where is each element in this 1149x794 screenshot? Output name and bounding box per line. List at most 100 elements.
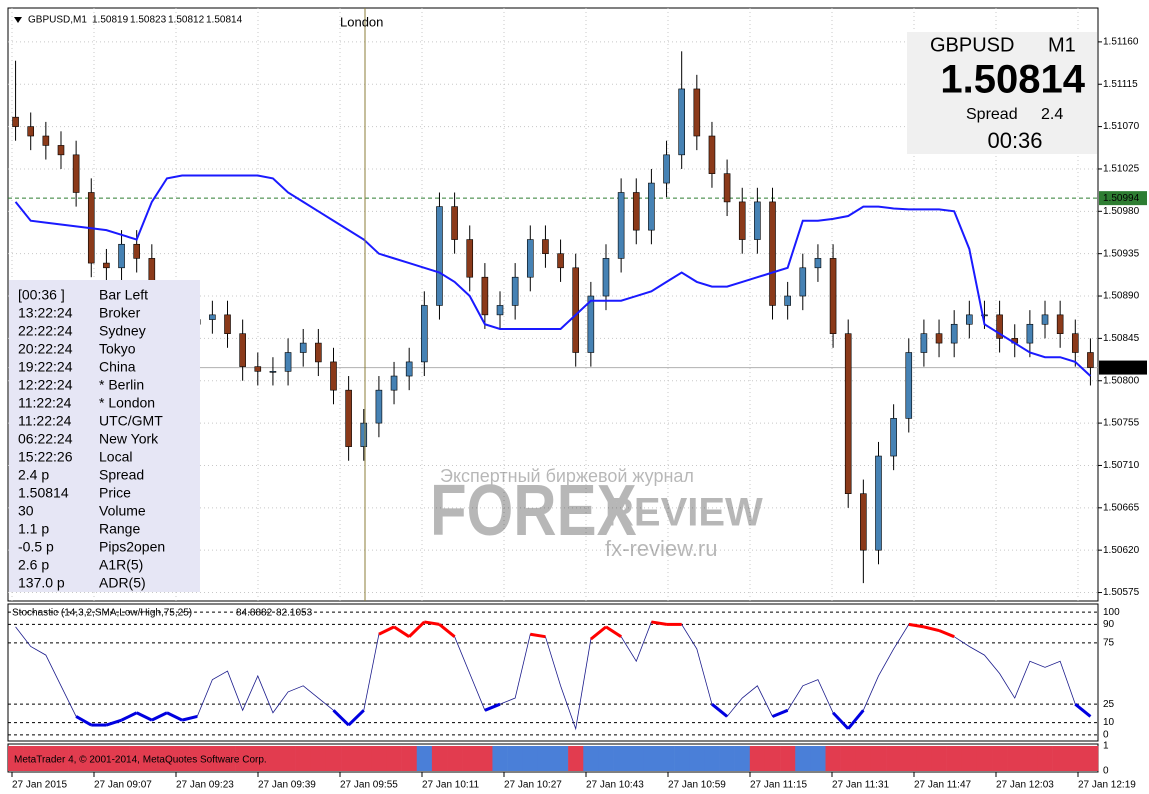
strip-bar xyxy=(764,746,781,771)
box-symbol: GBPUSD xyxy=(930,34,1014,56)
y-tick-label: 1.51160 xyxy=(1103,37,1139,48)
y-tick-label: 1.50755 xyxy=(1103,418,1140,429)
strip-bar xyxy=(855,746,872,771)
strip-bar xyxy=(189,746,206,771)
candle-body xyxy=(254,366,262,372)
candle-body xyxy=(1056,314,1064,334)
y-tick-label: 1.50935 xyxy=(1103,248,1140,259)
candle-body xyxy=(648,182,655,231)
info-label: Bar Left xyxy=(99,287,148,303)
info-value: 30 xyxy=(18,503,34,519)
stochastic-zone xyxy=(393,625,410,638)
candle-body xyxy=(299,342,307,353)
stochastic-zone xyxy=(923,625,940,633)
strip-bar xyxy=(870,746,887,771)
stochastic-zone xyxy=(438,623,456,638)
candle-body xyxy=(360,422,368,447)
box-price: 1.50814 xyxy=(940,58,1085,102)
stochastic-zone xyxy=(166,711,183,722)
x-tick-label: 27 Jan 10:43 xyxy=(586,780,644,791)
strip-bar xyxy=(537,746,554,771)
strip-bar xyxy=(295,746,312,771)
strip-bar xyxy=(68,746,84,771)
candle-body xyxy=(693,88,701,137)
candle-body xyxy=(784,295,791,306)
menu-triangle[interactable] xyxy=(14,17,22,23)
y-tick-label: 90 xyxy=(1103,619,1115,630)
candle-body xyxy=(72,154,80,193)
candle-body xyxy=(42,135,50,146)
candle-body xyxy=(118,243,125,269)
strip-bar xyxy=(992,746,1008,771)
x-tick-label: 27 Jan 09:07 xyxy=(94,780,152,791)
candle-body xyxy=(905,352,913,419)
candle-body xyxy=(330,361,337,391)
strip-bar xyxy=(780,746,796,771)
y-tick-label: 1.50665 xyxy=(1103,502,1140,513)
y-tick-label: 0 xyxy=(1103,730,1109,741)
candle-body xyxy=(421,305,428,363)
x-tick-label: 27 Jan 10:11 xyxy=(422,780,480,791)
strip-bar xyxy=(83,746,100,771)
info-value: -0.5 p xyxy=(18,539,54,555)
y-tick-label: 1.50845 xyxy=(1103,333,1140,344)
price-level-box xyxy=(1099,191,1147,206)
candle-body xyxy=(587,295,595,353)
y-tick-label: 25 xyxy=(1103,699,1115,710)
y-tick-label: 1.50620 xyxy=(1103,545,1140,556)
strip-bar xyxy=(1037,746,1053,771)
info-label: Price xyxy=(99,485,131,501)
info-value: 1.50814 xyxy=(18,485,69,501)
stochastic-zone xyxy=(711,703,729,718)
candle-body xyxy=(345,389,352,447)
candle-body xyxy=(481,276,489,316)
strip-bar xyxy=(658,746,675,771)
strip-bar xyxy=(1082,746,1099,771)
candle-body xyxy=(950,323,958,344)
strip-bar xyxy=(159,746,175,771)
info-label: * Berlin xyxy=(99,377,144,393)
candle-body xyxy=(996,314,1003,339)
candle-body xyxy=(572,267,580,353)
strip-bar xyxy=(916,746,932,771)
candle-body xyxy=(1087,352,1094,368)
stochastic-zone xyxy=(75,715,93,727)
candle-body xyxy=(1041,314,1049,325)
candle-body xyxy=(617,192,625,259)
stochastic-zone xyxy=(151,711,168,722)
info-value: 19:22:24 xyxy=(18,359,73,375)
candle-body xyxy=(496,305,504,316)
stochastic-zone xyxy=(332,709,350,727)
info-label: Range xyxy=(99,521,140,537)
strip-bar xyxy=(507,746,524,771)
y-tick-label: 1.50980 xyxy=(1103,206,1140,217)
info-label: Volume xyxy=(99,503,146,519)
candle-body xyxy=(405,361,413,377)
info-value: 15:22:26 xyxy=(18,449,73,465)
strip-bar xyxy=(1052,746,1069,771)
strip-bar xyxy=(477,746,493,771)
y-tick-label: 1.50800 xyxy=(1103,375,1140,386)
strip-bar xyxy=(598,746,614,771)
box-timer: 00:36 xyxy=(987,128,1042,153)
stochastic-zone xyxy=(771,708,789,718)
indicator-value: 82.1053 xyxy=(276,608,313,619)
stochastic-zone xyxy=(181,714,198,722)
strip-bar xyxy=(1007,746,1023,771)
strip-bar xyxy=(643,746,660,771)
stochastic-zone xyxy=(908,622,925,629)
info-label: A1R(5) xyxy=(99,557,143,573)
info-panel xyxy=(9,280,200,592)
info-value: 2.4 p xyxy=(18,467,49,483)
info-value: 137.0 p xyxy=(18,575,65,591)
y-tick-label: 1.50890 xyxy=(1103,291,1140,302)
info-label: ADR(5) xyxy=(99,575,146,591)
candle-body xyxy=(981,314,988,317)
y-tick-label: 1.51025 xyxy=(1103,164,1140,175)
candle-body xyxy=(224,314,231,334)
candle-body xyxy=(103,262,110,269)
candle-body xyxy=(315,342,322,363)
candle-body xyxy=(209,314,216,320)
candle-body xyxy=(632,192,640,231)
